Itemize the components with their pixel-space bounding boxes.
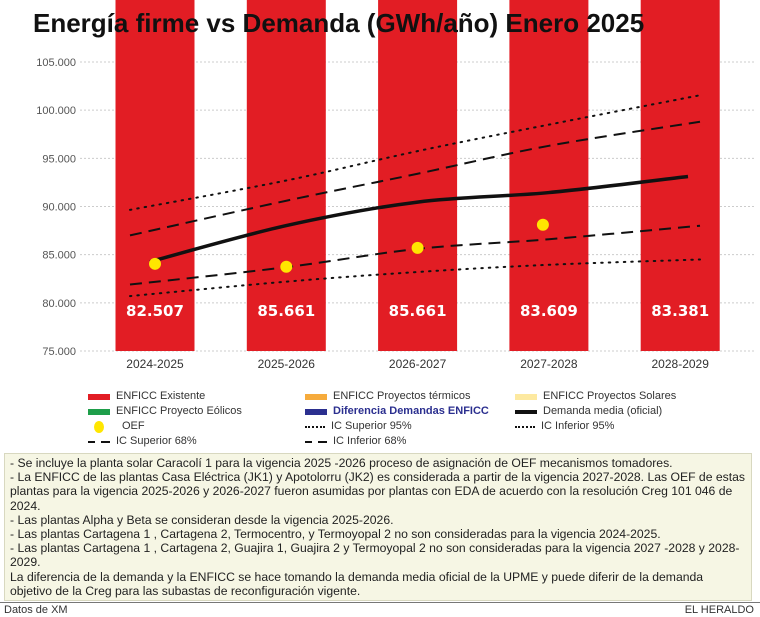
legend-label: ENFICC Existente — [116, 390, 206, 402]
oef-point — [149, 257, 161, 270]
y-tick-label: 75.000 — [42, 346, 76, 358]
legend-swatch — [305, 408, 327, 415]
legend-dashed-icon — [305, 440, 327, 443]
series-line-ic-superior-95- — [129, 94, 701, 211]
legend-label: Demanda media (oficial) — [543, 405, 663, 417]
note-line: - La ENFICC de las plantas Casa Eléctric… — [10, 470, 745, 513]
notes-box: - Se incluye la planta solar Caracolí 1 … — [4, 453, 752, 602]
legend-item: ENFICC Proyectos térmicos — [305, 390, 471, 403]
legend-swatch — [515, 409, 537, 414]
y-tick-label: 95.000 — [42, 153, 76, 165]
source-text: Datos de XM — [4, 604, 68, 617]
legend-item: IC Superior 95% — [305, 420, 412, 433]
bar-segment — [509, 0, 589, 351]
legend-item: Demanda media (oficial) — [515, 405, 662, 418]
legend-dotted-icon — [515, 425, 535, 428]
legend-item: IC Superior 68% — [88, 435, 197, 448]
y-tick-label: 80.000 — [42, 298, 76, 310]
legend-item: IC Inferior 95% — [515, 420, 614, 433]
brand-text: EL HERALDO — [684, 604, 754, 617]
legend-point-icon — [94, 420, 104, 433]
legend-item: IC Inferior 68% — [305, 435, 406, 448]
oef-point — [411, 241, 424, 254]
legend-label: ENFICC Proyectos Solares — [543, 390, 677, 402]
y-tick-label: 105.000 — [36, 57, 76, 69]
x-tick-label: 2027-2028 — [520, 357, 578, 371]
bar-value-label: 85.661 — [389, 302, 447, 320]
bar-segment — [378, 0, 458, 352]
legend-label: IC Superior 68% — [116, 435, 197, 447]
series-line-demanda-media-oficial- — [149, 174, 689, 264]
x-tick-label: 2024-2025 — [126, 357, 184, 371]
legend-dotted-icon — [305, 425, 325, 428]
page-title: Energía firme vs Demanda (GWh/año) Enero… — [33, 8, 645, 38]
legend-label: ENFICC Proyecto Eólicos — [116, 405, 242, 417]
bar-value-label: 85.661 — [257, 302, 315, 320]
note-line: - Las plantas Cartagena 1 , Cartagena 2,… — [10, 527, 661, 542]
oef-point — [280, 260, 293, 273]
legend-label: ENFICC Proyectos térmicos — [333, 390, 471, 402]
legend-item: OEF — [88, 420, 145, 433]
legend-label: IC Inferior 68% — [333, 435, 407, 447]
x-tick-label: 2028-2029 — [652, 357, 710, 371]
bar-segment — [115, 0, 195, 351]
y-tick-label: 90.000 — [42, 202, 76, 214]
legend-item: ENFICC Existente — [88, 390, 205, 403]
series-line-ic-superior-68- — [129, 120, 701, 237]
note-line: - Se incluye la planta solar Caracolí 1 … — [10, 456, 673, 470]
note-line: - Las plantas Alpha y Beta se consideran… — [10, 512, 394, 527]
legend-item: ENFICC Proyecto Eólicos — [88, 405, 242, 418]
legend-label: IC Inferior 95% — [541, 420, 615, 432]
legend-label: OEF — [122, 420, 145, 432]
legend-label: Diferencia Demandas ENFICC — [333, 405, 489, 417]
bar-value-label: 82.507 — [126, 302, 184, 320]
legend-swatch — [88, 408, 110, 415]
bar-value-label: 83.609 — [520, 302, 578, 320]
note-line: La diferencia de la demanda y la ENFICC … — [10, 569, 704, 598]
legend-dashed-icon — [88, 440, 110, 443]
legend-item: Diferencia Demandas ENFICC — [305, 405, 489, 418]
x-tick-label: 2025-2026 — [258, 357, 316, 371]
oef-point — [536, 218, 549, 231]
legend-swatch — [305, 393, 327, 400]
chart: 75.000 80.000 85.000 90.000 95.000 100.000 105… — [36, 0, 755, 371]
y-tick-label: 100.000 — [36, 105, 76, 117]
bottom-section: - Se incluye la planta solar Caracolí 1 … — [0, 453, 760, 617]
bar-segment — [640, 0, 720, 351]
note-line: - Las plantas Cartagena 1 , Cartagena 2,… — [10, 541, 740, 570]
series-line-ic-inferior-95- — [129, 258, 701, 298]
x-tick-label: 2026-2027 — [389, 357, 447, 371]
y-tick-label: 85.000 — [42, 250, 76, 262]
footer: Datos de XM EL HERALDO — [0, 602, 760, 617]
bar-value-label: 83.381 — [651, 302, 709, 320]
legend-item: ENFICC Proyectos Solares — [515, 390, 676, 403]
legend-swatch — [88, 393, 110, 400]
legend-label: IC Superior 95% — [331, 420, 412, 432]
legend-swatch — [515, 393, 537, 400]
bar-segment — [246, 0, 326, 352]
